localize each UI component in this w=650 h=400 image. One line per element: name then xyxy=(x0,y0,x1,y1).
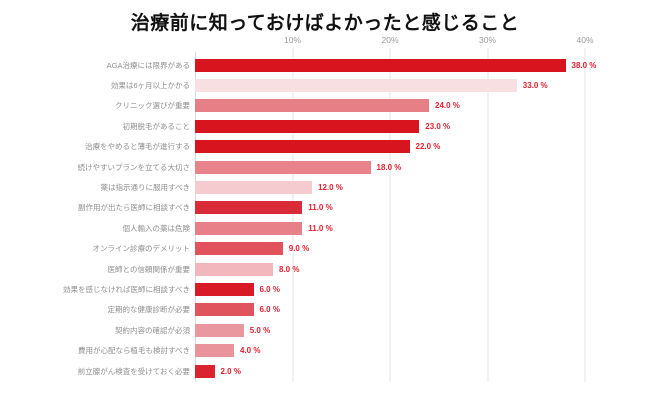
bar-track: 18.0 % xyxy=(195,160,585,174)
bar-row: 契約内容の確認が必須 5.0 % xyxy=(0,320,650,340)
gridline xyxy=(584,48,586,382)
bar-row: 初期脱毛があること 23.0 % xyxy=(0,116,650,136)
value-label: 2.0 % xyxy=(220,366,241,376)
bar xyxy=(195,242,283,256)
bar-row: 医師との信頼関係が重要 8.0 % xyxy=(0,259,650,279)
value-label: 38.0 % xyxy=(571,60,597,70)
x-tick-label: 30% xyxy=(478,35,497,45)
x-tick-label: 20% xyxy=(381,35,399,45)
x-tick-label: 10% xyxy=(283,35,302,45)
category-label: 定期的な健康診断が必要 xyxy=(107,305,191,315)
bar-track: 5.0 % xyxy=(195,323,585,337)
bar-row: AGA治療には限界がある 38.0 % xyxy=(0,55,650,75)
bar-row: 効果を感じなければ医師に相談すべき 6.0 % xyxy=(0,279,650,299)
bar-track: 23.0 % xyxy=(195,119,585,133)
category-label: 薬は指示通りに服用すべき xyxy=(100,183,190,193)
bar-row: 効果は6ヶ月以上かかる 33.0 % xyxy=(0,75,650,95)
bar xyxy=(195,344,234,358)
bar-track: 38.0 % xyxy=(195,58,596,72)
bar-rows: AGA治療には限界がある 38.0 % 効果は6ヶ月以上かかる 33.0 % ク… xyxy=(0,52,650,382)
bar xyxy=(195,282,254,296)
category-label: オンライン診療のデメリット xyxy=(92,244,191,254)
bar-track: 2.0 % xyxy=(195,364,585,378)
chart-title: 治療前に知っておけばよかったと感じること xyxy=(130,13,520,34)
bar-row: 前立腺がん検査を受けておく必要 2.0 % xyxy=(0,361,650,381)
value-label: 11.0 % xyxy=(308,223,333,233)
value-label: 5.0 % xyxy=(249,325,271,335)
bar-row: 定期的な健康診断が必要 6.0 % xyxy=(0,300,650,320)
bar-track: 4.0 % xyxy=(195,344,585,358)
bar-row: 費用が心配なら植毛も検討すべき 4.0 % xyxy=(0,340,650,360)
category-label: 効果は6ヶ月以上かかる xyxy=(110,81,190,91)
bar xyxy=(195,79,517,93)
bar-track: 12.0 % xyxy=(195,181,585,195)
bar-track: 24.0 % xyxy=(195,99,585,113)
bar xyxy=(195,364,215,378)
value-label: 6.0 % xyxy=(259,305,280,315)
bar-row: 続けやすいプランを立てる大切さ 18.0 % xyxy=(0,157,650,177)
bar-row: 副作用が出たら医師に相談すべき 11.0 % xyxy=(0,198,650,218)
bar xyxy=(195,181,312,195)
bar xyxy=(195,303,254,317)
value-label: 18.0 % xyxy=(376,162,402,172)
y-axis-line xyxy=(195,52,196,382)
bar-track: 8.0 % xyxy=(195,262,585,276)
bar-row: 個人輸入の薬は危険 11.0 % xyxy=(0,218,650,238)
category-label: 個人輸入の薬は危険 xyxy=(122,223,191,233)
gridline xyxy=(292,48,293,382)
bar-row: クリニック選びが重要 24.0 % xyxy=(0,96,650,116)
bar xyxy=(195,160,371,174)
value-label: 22.0 % xyxy=(415,142,441,152)
bar-track: 22.0 % xyxy=(195,140,585,154)
bar-track: 11.0 % xyxy=(195,201,585,215)
value-label: 6.0 % xyxy=(259,284,280,294)
category-label: 副作用が出たら医師に相談すべき xyxy=(78,203,190,213)
value-label: 33.0 % xyxy=(522,81,548,91)
gridline xyxy=(487,48,488,382)
bar-row: オンライン診療のデメリット 9.0 % xyxy=(0,239,650,259)
bar xyxy=(195,140,410,154)
category-label: 前立腺がん検査を受けておく必要 xyxy=(77,366,190,376)
bar-track: 6.0 % xyxy=(195,282,585,296)
bar xyxy=(195,58,566,72)
value-label: 12.0 % xyxy=(318,183,343,193)
category-label: 契約内容の確認が必須 xyxy=(115,325,190,335)
category-label: AGA治療には限界がある xyxy=(106,60,190,70)
bar xyxy=(195,201,303,215)
bar-track: 11.0 % xyxy=(195,221,585,235)
category-label: 続けやすいプランを立てる大切さ xyxy=(77,162,191,172)
bar xyxy=(195,119,420,133)
bar xyxy=(195,262,273,276)
plot-area: 10% 20% 30% 40% xyxy=(195,35,594,382)
bar-row: 治療をやめると薄毛が進行する 22.0 % xyxy=(0,137,650,157)
category-label: 初期脱毛があること xyxy=(122,121,191,131)
category-label: 医師との信頼関係が重要 xyxy=(107,264,190,274)
x-tick-label: 40% xyxy=(576,35,594,45)
bar-row: 薬は指示通りに服用すべき 12.0 % xyxy=(0,177,650,197)
bar-track: 6.0 % xyxy=(195,303,585,317)
value-label: 23.0 % xyxy=(425,121,451,131)
category-label: 費用が心配なら植毛も検討すべき xyxy=(78,346,190,356)
value-label: 4.0 % xyxy=(240,346,261,356)
value-label: 11.0 % xyxy=(308,203,333,213)
value-label: 24.0 % xyxy=(435,101,460,111)
value-label: 9.0 % xyxy=(288,244,310,254)
gridline xyxy=(389,48,391,382)
category-label: クリニック選びが重要 xyxy=(115,101,190,111)
category-label: 効果を感じなければ医師に相談すべき xyxy=(63,284,190,294)
value-label: 8.0 % xyxy=(279,264,300,274)
bar xyxy=(195,323,244,337)
bar-track: 33.0 % xyxy=(195,79,585,93)
bar-track: 9.0 % xyxy=(195,242,585,256)
bar xyxy=(195,99,429,113)
bar xyxy=(195,221,303,235)
category-label: 治療をやめると薄毛が進行する xyxy=(85,142,190,152)
